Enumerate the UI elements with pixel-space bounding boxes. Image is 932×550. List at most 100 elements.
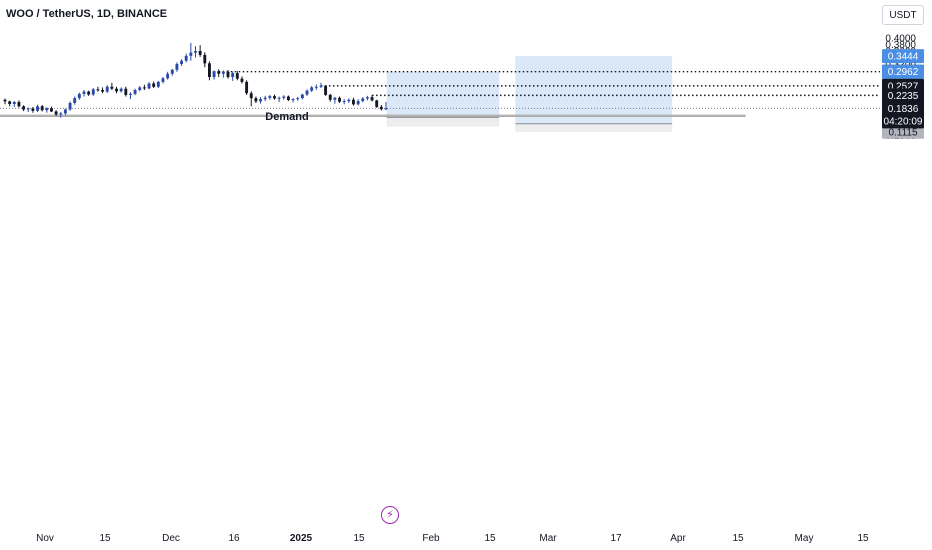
candle [26, 107, 30, 113]
price-tag-0.3444: 0.3444 [882, 49, 924, 64]
candle [212, 70, 216, 80]
candle [101, 87, 105, 94]
candle [180, 59, 184, 66]
candle [12, 101, 16, 107]
candle-body [273, 96, 276, 99]
candle-body [198, 51, 202, 55]
candle-body [296, 98, 300, 100]
x-tick-label: 15 [99, 533, 111, 544]
x-tick-label: 15 [857, 533, 869, 544]
candle-body [31, 108, 35, 111]
candle [87, 90, 91, 96]
projection-1-target [386, 71, 500, 118]
candle [124, 86, 128, 97]
candle [310, 86, 314, 92]
candle-body [50, 108, 53, 112]
candle-body [249, 93, 253, 99]
candle [300, 93, 304, 100]
candle [119, 87, 123, 93]
candle [3, 98, 7, 105]
candle-body [110, 86, 114, 89]
candle [36, 104, 39, 113]
candle-body [259, 99, 262, 102]
candle-body [342, 101, 346, 103]
candle [147, 82, 151, 90]
candle-body [231, 73, 235, 77]
candle [45, 107, 49, 113]
candle-body [59, 113, 63, 115]
candle-body [26, 108, 30, 110]
candle [226, 69, 230, 79]
x-tick-label: Dec [162, 533, 180, 544]
candle-body [68, 103, 72, 110]
candle-body [217, 71, 221, 74]
candle-body [207, 63, 211, 77]
candle-body [82, 91, 86, 94]
candle-body [300, 94, 304, 99]
candle [384, 102, 388, 111]
price-tag-text: 0.2235 [888, 91, 919, 102]
x-tick-label: May [795, 533, 814, 544]
candle [245, 80, 249, 95]
candle [198, 45, 202, 57]
candle-body [305, 90, 309, 95]
candle-body [263, 97, 267, 100]
candle [91, 88, 95, 96]
candle [63, 108, 67, 116]
candle-body [96, 89, 100, 91]
candle-body [384, 108, 388, 110]
candle-body [142, 87, 146, 89]
candle [142, 84, 146, 90]
candle [379, 104, 383, 111]
candle [365, 95, 369, 101]
currency-button[interactable]: USDT [882, 5, 924, 25]
x-tick-label: 15 [484, 533, 496, 544]
candle [17, 100, 21, 108]
candle [170, 68, 174, 76]
candle-body [3, 99, 7, 102]
candle [105, 85, 109, 93]
candle-body [286, 96, 290, 101]
candle-body [73, 98, 77, 103]
candle [296, 96, 300, 101]
candle-body [77, 93, 81, 99]
candle [189, 42, 193, 61]
candle-body [379, 106, 383, 110]
candle-body [8, 101, 12, 104]
candle-body [133, 90, 137, 94]
current-price-tag-bg [882, 101, 924, 129]
price-level-lines [0, 71, 880, 109]
candle [68, 101, 72, 111]
x-tick-label: 16 [228, 533, 240, 544]
candle [31, 106, 35, 113]
candle [77, 92, 81, 100]
candle-body [324, 85, 328, 95]
candle-body [240, 78, 244, 82]
candle-body [319, 85, 323, 87]
price-tag-bg [882, 49, 924, 64]
lightning-icon[interactable]: ⚡ [381, 506, 399, 524]
candle-body [129, 93, 132, 95]
candle [194, 46, 197, 58]
candle-body [101, 90, 105, 92]
price-tag-bg [882, 88, 924, 103]
candle-body [333, 97, 337, 100]
candle-body [277, 97, 281, 99]
price-tags: 0.34440.29630.29620.25270.22350.15590.13… [882, 49, 924, 139]
candle [138, 86, 142, 92]
candle-body [119, 88, 123, 92]
candle [254, 96, 258, 103]
candle [240, 76, 244, 84]
candle [273, 94, 276, 100]
candle-body [105, 86, 109, 92]
candle-body [291, 99, 295, 101]
projection-boxes [386, 56, 673, 132]
price-tag-text: 0.3444 [888, 52, 919, 63]
candle-body [166, 73, 170, 79]
candle-body [314, 86, 318, 88]
candle-body [203, 54, 207, 64]
x-tick-label: Mar [539, 533, 557, 544]
candle-body [12, 102, 16, 104]
